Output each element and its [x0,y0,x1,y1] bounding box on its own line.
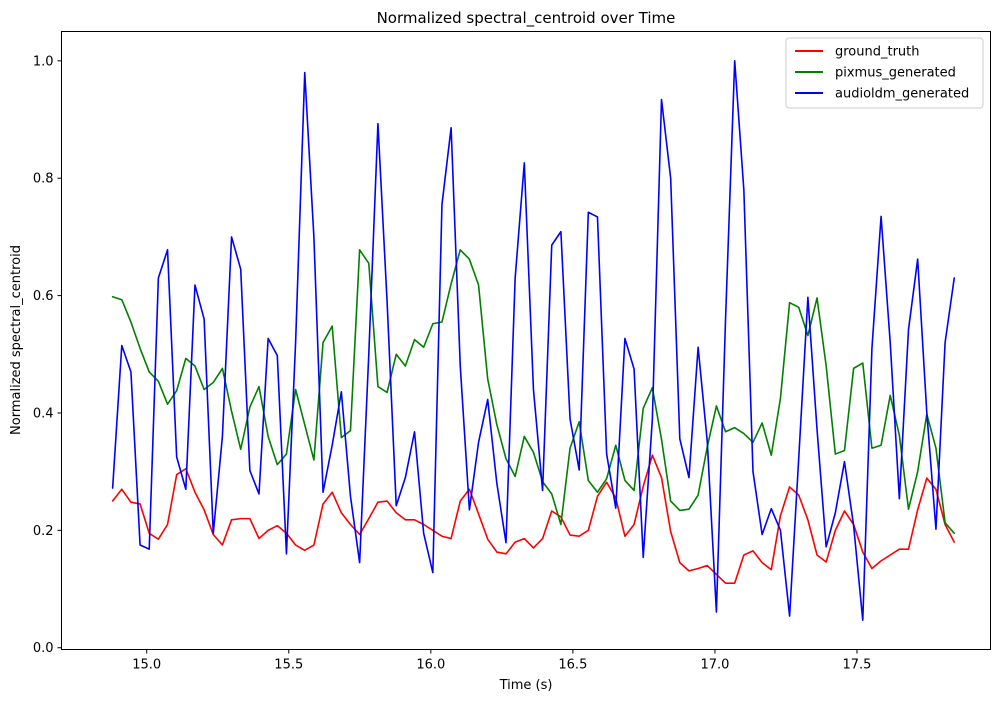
x-axis: 15.0 15.5 16.0 16.5 17.0 17.5 [132,649,871,673]
y-axis-label: Normalized spectral_centroid [9,245,24,435]
x-tick-label: 16.0 [416,658,445,673]
legend-label-audioldm-generated: audioldm_generated [835,87,969,102]
series-line-audioldm-generated [111,60,956,621]
y-tick-label: 0.0 [33,641,54,656]
x-tick-label: 17.5 [842,658,871,673]
x-tick-label: 15.5 [274,658,303,673]
legend-label-pixmus-generated: pixmus_generated [835,66,956,81]
legend-label-ground-truth: ground_truth [835,45,920,60]
legend: ground_truth pixmus_generated audioldm_gen… [785,37,984,109]
y-tick-label: 0.4 [33,406,54,421]
x-tick-label: 16.5 [558,658,587,673]
chart-title: Normalized spectral_centroid over Time [377,9,676,28]
y-tick-label: 1.0 [33,54,54,69]
legend-box [785,37,984,109]
plot-area-frame [61,31,991,650]
y-tick-label: 0.2 [33,524,54,539]
y-axis: 0.0 0.2 0.4 0.6 0.8 1.0 [33,54,62,656]
series-line-ground-truth [111,454,956,584]
y-tick-label: 0.6 [33,289,54,304]
x-tick-label: 15.0 [132,658,161,673]
x-axis-label: Time (s) [499,678,553,693]
y-tick-label: 0.8 [33,172,54,187]
x-tick-label: 17.0 [700,658,729,673]
series-layer [111,60,956,621]
series-line-pixmus-generated [111,249,956,535]
